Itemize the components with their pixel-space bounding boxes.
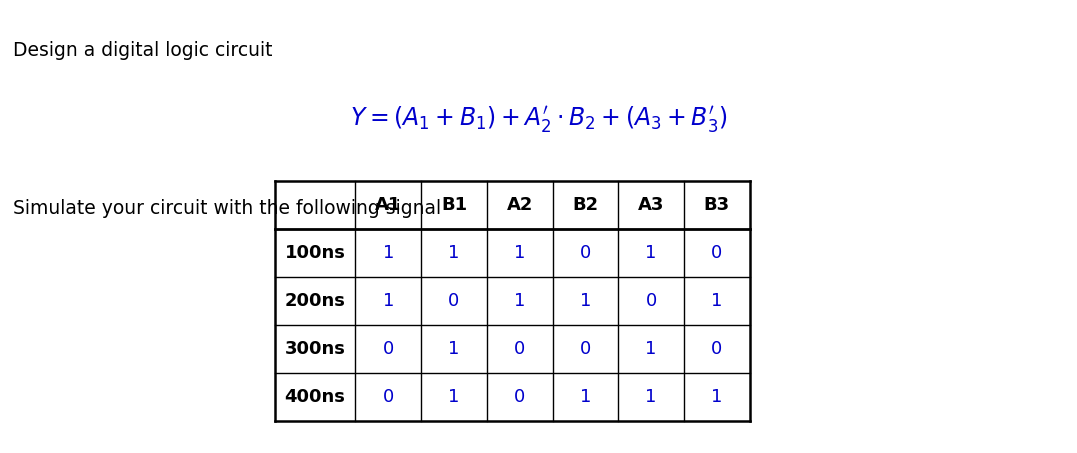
Text: 0: 0 <box>645 292 657 310</box>
Text: 0: 0 <box>579 244 591 262</box>
Text: 0: 0 <box>711 244 723 262</box>
Text: 1: 1 <box>382 292 394 310</box>
Text: A3: A3 <box>638 196 665 214</box>
Text: 1: 1 <box>448 388 460 406</box>
Text: 1: 1 <box>579 292 591 310</box>
Text: $\mathit{Y} = (\mathit{A}_1 + \mathit{B}_1) + \mathit{A}_2^{\prime} \cdot \mathi: $\mathit{Y} = (\mathit{A}_1 + \mathit{B}… <box>350 104 727 135</box>
Text: 0: 0 <box>382 340 394 358</box>
Text: 0: 0 <box>514 388 526 406</box>
Text: 1: 1 <box>645 340 657 358</box>
Text: 1: 1 <box>448 244 460 262</box>
Text: 0: 0 <box>382 388 394 406</box>
Text: 1: 1 <box>711 292 723 310</box>
Text: Simulate your circuit with the following signal: Simulate your circuit with the following… <box>13 199 442 218</box>
Text: 1: 1 <box>579 388 591 406</box>
Text: 1: 1 <box>514 244 526 262</box>
Text: 0: 0 <box>448 292 460 310</box>
Text: A1: A1 <box>375 196 402 214</box>
Text: Design a digital logic circuit: Design a digital logic circuit <box>13 41 272 60</box>
Text: A2: A2 <box>506 196 533 214</box>
Text: B3: B3 <box>703 196 730 214</box>
Text: 1: 1 <box>382 244 394 262</box>
Text: 1: 1 <box>711 388 723 406</box>
Text: 1: 1 <box>645 388 657 406</box>
Text: 1: 1 <box>645 244 657 262</box>
Text: B1: B1 <box>440 196 467 214</box>
Text: 0: 0 <box>579 340 591 358</box>
Text: 1: 1 <box>448 340 460 358</box>
Text: 300ns: 300ns <box>284 340 346 358</box>
Text: 400ns: 400ns <box>284 388 346 406</box>
Text: 0: 0 <box>514 340 526 358</box>
Text: B2: B2 <box>572 196 599 214</box>
Text: 100ns: 100ns <box>284 244 346 262</box>
Text: 200ns: 200ns <box>284 292 346 310</box>
Text: 0: 0 <box>711 340 723 358</box>
Text: 1: 1 <box>514 292 526 310</box>
